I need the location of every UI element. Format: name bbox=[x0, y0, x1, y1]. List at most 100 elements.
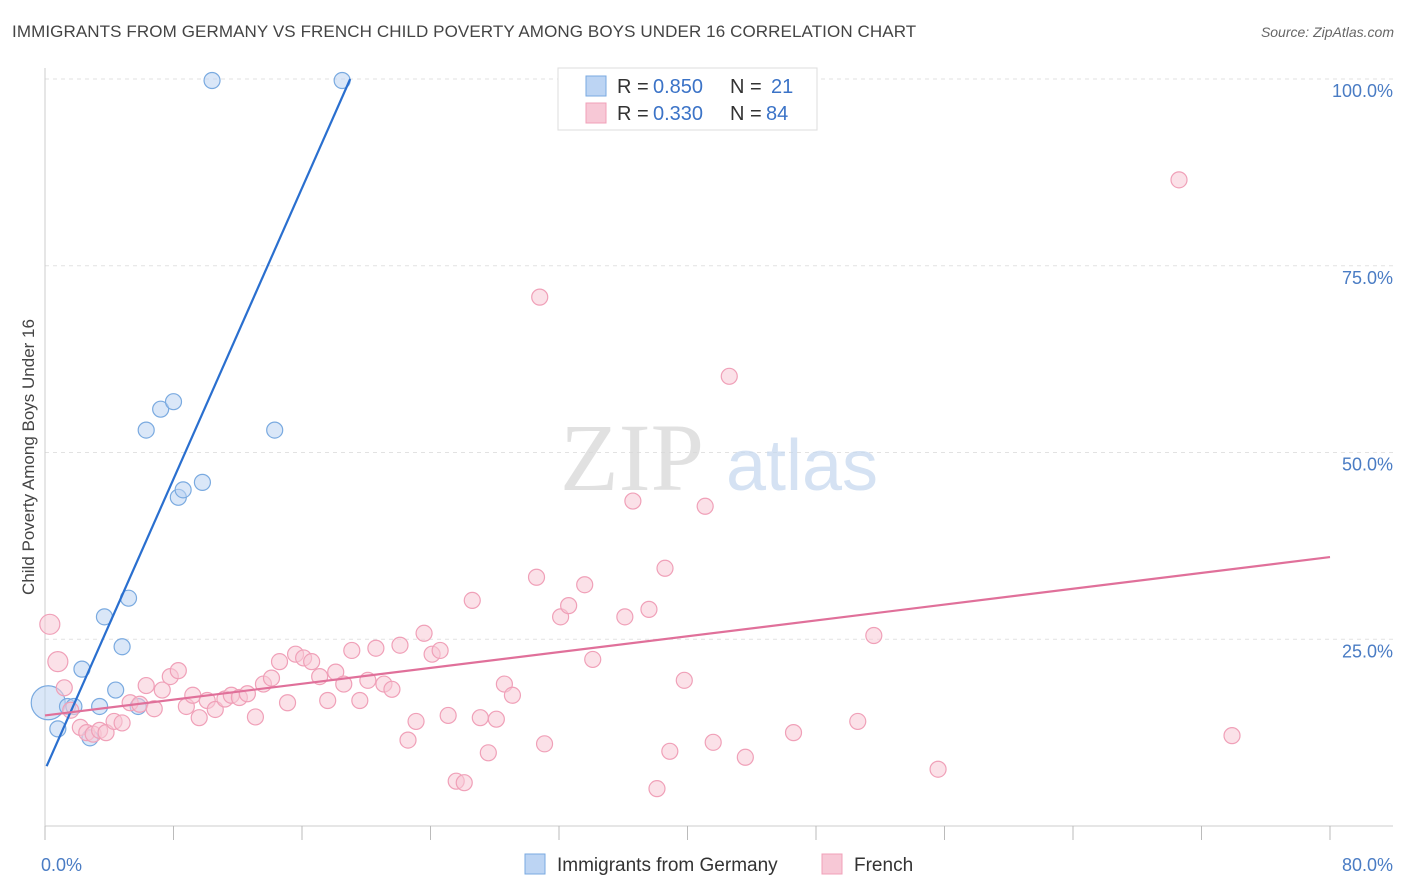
germany-point-9 bbox=[107, 681, 125, 699]
legend-n-label-french: N = bbox=[730, 103, 762, 125]
french-point-77 bbox=[736, 748, 754, 766]
french-point-44 bbox=[383, 680, 401, 698]
french-point-36 bbox=[319, 691, 337, 710]
french-point-14 bbox=[145, 700, 163, 718]
french-point-71 bbox=[656, 559, 674, 577]
french-point-56 bbox=[479, 744, 497, 762]
watermark-atlas: atlas bbox=[726, 426, 878, 506]
legend-swatch-french bbox=[585, 102, 607, 124]
french-point-81 bbox=[929, 760, 947, 778]
y-tick-label-3: 100.0% bbox=[1332, 81, 1393, 101]
french-point-60 bbox=[527, 568, 546, 586]
x-tick-label-1: 80.0% bbox=[1342, 855, 1393, 875]
bottom-legend-label-germany: Immigrants from Germany bbox=[557, 855, 778, 876]
french-point-45 bbox=[391, 636, 409, 654]
french-point-73 bbox=[675, 671, 693, 689]
french-point-47 bbox=[407, 712, 425, 731]
bottom-legend-swatch-germany bbox=[524, 853, 546, 875]
french-point-19 bbox=[184, 686, 202, 704]
french-point-72 bbox=[661, 742, 679, 760]
french-point-48 bbox=[415, 624, 433, 642]
french-point-29 bbox=[262, 669, 281, 687]
french-point-42 bbox=[367, 639, 385, 657]
germany-point-19 bbox=[266, 421, 284, 439]
y-tick-label-0: 25.0% bbox=[1342, 641, 1393, 661]
bottom-legend-swatch-french bbox=[821, 853, 843, 875]
french-point-39 bbox=[343, 641, 361, 660]
french-point-57 bbox=[487, 710, 505, 728]
french-point-0 bbox=[39, 613, 61, 635]
french-point-83 bbox=[1223, 727, 1241, 745]
series-germany-points bbox=[30, 71, 351, 747]
french-point-80 bbox=[865, 626, 883, 645]
french-point-67 bbox=[616, 608, 634, 626]
french-point-79 bbox=[849, 712, 867, 731]
gridlines bbox=[45, 78, 1393, 640]
french-point-2 bbox=[55, 679, 73, 697]
french-point-26 bbox=[238, 685, 256, 703]
bottom-legend: Immigrants from Germany French bbox=[524, 853, 913, 876]
french-point-82 bbox=[1170, 171, 1188, 189]
french-point-55 bbox=[471, 709, 489, 727]
x-tick-labels: 0.0% 80.0% bbox=[41, 855, 1393, 875]
legend-n-label-germany: N = bbox=[730, 76, 762, 98]
germany-point-13 bbox=[137, 421, 155, 439]
legend-n-value-germany: 21 bbox=[771, 76, 793, 98]
french-point-54 bbox=[463, 591, 481, 610]
french-trend-line bbox=[44, 555, 1331, 717]
legend: R = 0.850 N = 21 R = 0.330 N = 84 bbox=[557, 67, 818, 131]
french-point-13 bbox=[137, 676, 155, 695]
french-point-66 bbox=[584, 650, 602, 669]
french-point-46 bbox=[399, 731, 417, 749]
french-point-17 bbox=[169, 662, 187, 680]
french-point-34 bbox=[303, 653, 321, 671]
legend-n-value-french: 84 bbox=[766, 103, 788, 125]
bottom-legend-label-french: French bbox=[854, 855, 913, 876]
french-point-59 bbox=[503, 686, 522, 704]
french-point-65 bbox=[576, 576, 594, 594]
french-point-64 bbox=[560, 597, 578, 615]
french-point-15 bbox=[153, 681, 171, 699]
legend-r-label-germany: R = bbox=[617, 76, 649, 98]
french-point-74 bbox=[696, 497, 714, 515]
germany-point-18 bbox=[193, 473, 212, 491]
french-point-51 bbox=[439, 706, 457, 725]
french-point-27 bbox=[246, 708, 265, 726]
french-point-30 bbox=[270, 653, 289, 671]
french-point-31 bbox=[278, 694, 297, 712]
germany-point-7 bbox=[91, 697, 109, 716]
y-axis-label: Child Poverty Among Boys Under 16 bbox=[19, 319, 38, 595]
french-point-78 bbox=[784, 724, 803, 742]
y-tick-label-2: 75.0% bbox=[1342, 268, 1393, 288]
french-point-62 bbox=[531, 288, 549, 306]
french-point-40 bbox=[351, 691, 369, 710]
french-point-10 bbox=[113, 714, 131, 732]
french-point-68 bbox=[624, 492, 642, 510]
french-point-20 bbox=[190, 709, 208, 727]
watermark: ZIP atlas bbox=[560, 404, 878, 511]
y-tick-label-1: 50.0% bbox=[1342, 455, 1393, 475]
germany-point-15 bbox=[164, 393, 183, 411]
germany-trend-line bbox=[45, 78, 352, 767]
y-tick-labels: 25.0% 50.0% 75.0% 100.0% bbox=[1332, 81, 1393, 661]
legend-r-value-germany: 0.850 bbox=[653, 76, 703, 98]
germany-point-14 bbox=[152, 400, 170, 418]
legend-swatch-germany bbox=[585, 75, 607, 97]
trend-lines bbox=[44, 78, 1331, 767]
french-point-75 bbox=[704, 733, 722, 751]
french-point-53 bbox=[455, 774, 473, 792]
french-point-50 bbox=[431, 641, 449, 660]
series-french-points bbox=[39, 171, 1241, 798]
chart-title: IMMIGRANTS FROM GERMANY VS FRENCH CHILD … bbox=[12, 22, 917, 41]
x-tick-label-0: 0.0% bbox=[41, 855, 82, 875]
axes bbox=[44, 68, 1393, 840]
legend-r-label-french: R = bbox=[617, 103, 649, 125]
french-point-1 bbox=[47, 651, 69, 673]
chart-source: Source: ZipAtlas.com bbox=[1260, 24, 1394, 40]
germany-point-17 bbox=[174, 481, 192, 499]
french-point-69 bbox=[640, 600, 658, 618]
germany-point-10 bbox=[113, 638, 131, 656]
germany-point-0 bbox=[203, 71, 221, 90]
legend-r-value-french: 0.330 bbox=[653, 103, 703, 125]
